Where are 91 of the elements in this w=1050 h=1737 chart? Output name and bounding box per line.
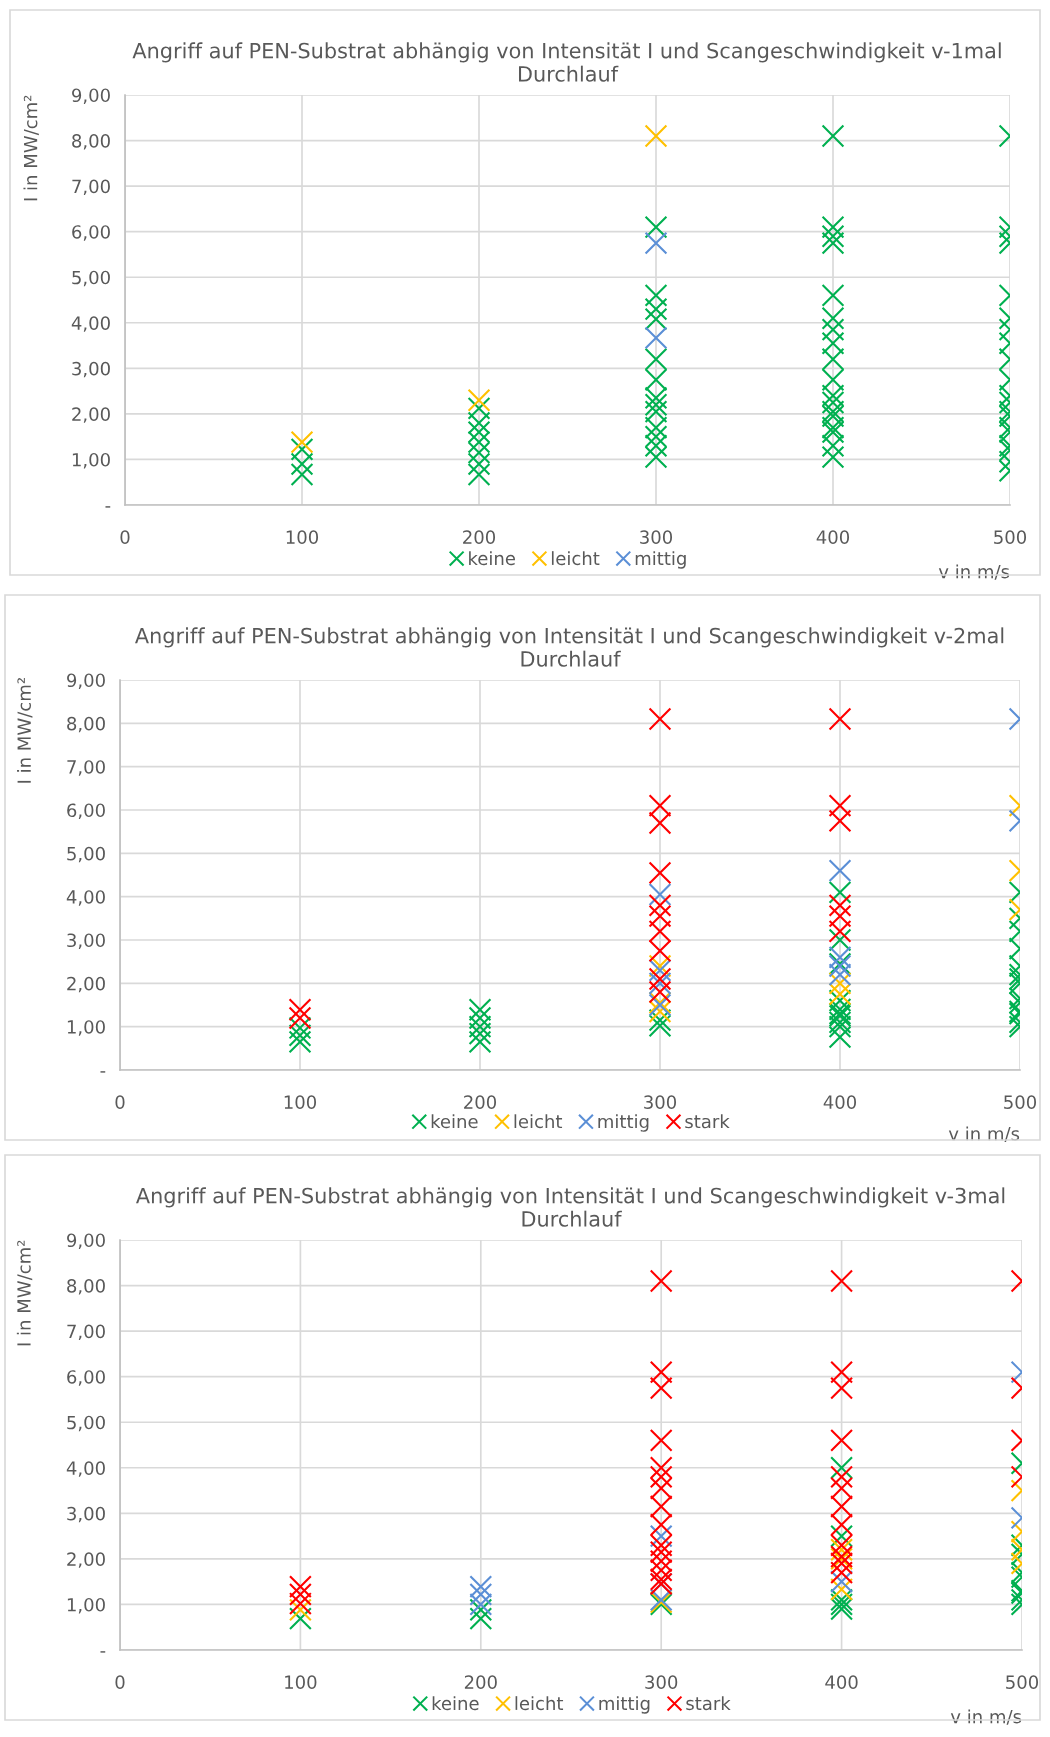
point — [649, 1465, 673, 1489]
legend-label: stark — [685, 1114, 730, 1129]
point — [649, 1549, 673, 1573]
x-tick-label: 0 — [115, 1095, 125, 1109]
point — [469, 1582, 493, 1606]
y-tick-label: 6,00 — [67, 803, 105, 819]
point — [649, 1269, 673, 1293]
point — [290, 430, 314, 454]
x-tick-label: 500 — [1004, 1095, 1037, 1109]
y-tick-label: 3,00 — [67, 1506, 105, 1523]
x-tick-label: 200 — [464, 1675, 497, 1689]
y-tick-label: 4,00 — [66, 1461, 105, 1477]
point — [649, 1524, 673, 1548]
legend-label: leicht — [551, 551, 600, 566]
y-tick-label: 9,00 — [67, 673, 105, 689]
point — [469, 1592, 493, 1616]
y-tick-label: 6,00 — [67, 1370, 105, 1386]
x-tick-label: 400 — [816, 530, 850, 544]
y-tick-label: 8,00 — [67, 716, 105, 733]
legend-label: keine — [431, 1114, 478, 1129]
x-tick-label: 300 — [645, 1675, 678, 1689]
y-tick-label: 5,00 — [72, 270, 110, 287]
point — [649, 1533, 673, 1557]
y-tick-label: 8,00 — [72, 134, 110, 150]
legend-label: mittig — [599, 1696, 650, 1714]
legend-label: keine — [469, 551, 515, 566]
point — [649, 1428, 673, 1452]
x-tick-label: 300 — [640, 530, 673, 544]
y-tick-label: 7,00 — [72, 179, 110, 196]
y-tick-label: - — [100, 1071, 106, 1073]
x-axis-title: v in m/s — [938, 564, 1010, 580]
x-tick-label: 500 — [1006, 1675, 1039, 1689]
y-tick-label: 1,00 — [67, 1020, 105, 1036]
chart-title: Angriff auf PEN-Substrat abhängig von Intensität I und Scangeschwindigkeit v-2mal Durchlauf — [135, 627, 1004, 667]
chart-title: Angriff auf PEN-Substrat abhängig von Intensität I und Scangeschwindigkeit v-1mal Durchlauf — [132, 42, 1001, 82]
y-tick-label: 4,00 — [66, 890, 105, 906]
y-tick-label: - — [105, 506, 111, 508]
y-tick-label: 7,00 — [67, 1324, 105, 1341]
point — [649, 1360, 673, 1384]
y-tick-label: 9,00 — [67, 1233, 105, 1249]
y-tick-label: 8,00 — [67, 1279, 105, 1295]
y-tick-label: 9,00 — [72, 88, 110, 104]
y-axis-title: I in MW/cm² — [23, 95, 39, 201]
x-axis-title: v in m/s — [948, 1126, 1020, 1142]
point — [649, 1513, 673, 1537]
y-tick-label: 3,00 — [67, 933, 105, 949]
point — [649, 1567, 673, 1591]
x-axis-title: v in m/s — [950, 1709, 1022, 1725]
point — [649, 1495, 673, 1518]
y-axis-title: I in MW/cm² — [16, 1240, 33, 1346]
y-tick-label: 3,00 — [72, 361, 110, 378]
x-tick-label: 200 — [463, 530, 496, 544]
y-tick-label: 1,00 — [72, 452, 110, 469]
x-tick-label: 400 — [825, 1675, 858, 1689]
y-tick-label: 4,00 — [71, 316, 110, 332]
y-tick-label: 7,00 — [67, 760, 105, 776]
legend-label: mittig — [635, 551, 686, 569]
point — [644, 231, 668, 255]
x-tick-label: 0 — [115, 1675, 125, 1689]
point — [649, 1476, 673, 1500]
x-tick-label: 100 — [284, 1095, 317, 1109]
point — [644, 124, 668, 148]
point — [649, 1558, 673, 1582]
point — [649, 1540, 673, 1564]
x-tick-label: 100 — [286, 530, 319, 544]
y-tick-label: 2,00 — [67, 1552, 105, 1568]
y-axis-title: I in MW/cm² — [17, 678, 33, 783]
y-tick-label: 2,00 — [72, 407, 110, 423]
point — [644, 326, 668, 350]
legend-label: leicht — [514, 1114, 563, 1129]
point — [469, 1575, 493, 1599]
x-tick-label: 0 — [120, 530, 130, 544]
y-tick-label: 1,00 — [67, 1597, 105, 1614]
y-tick-label: 5,00 — [67, 1415, 105, 1432]
legend-label: keine — [432, 1696, 479, 1711]
y-tick-label: 2,00 — [67, 976, 105, 993]
y-tick-label: 5,00 — [67, 846, 105, 863]
legend-label: mittig — [598, 1114, 649, 1132]
x-tick-label: 100 — [285, 1675, 317, 1689]
x-tick-label: 400 — [823, 1095, 857, 1109]
chart-title: Angriff auf PEN-Substrat abhängig von Intensität I und Scangeschwindigkeit v-3mal Durchlauf — [136, 1187, 1005, 1227]
legend-label: leicht — [515, 1696, 564, 1711]
y-tick-label: - — [100, 1651, 106, 1653]
x-tick-label: 300 — [644, 1095, 677, 1109]
point — [649, 1456, 673, 1480]
point — [649, 1376, 673, 1400]
legend-label: stark — [686, 1696, 731, 1711]
point — [467, 388, 491, 412]
x-tick-label: 500 — [994, 530, 1027, 544]
x-tick-label: 200 — [464, 1095, 497, 1109]
y-tick-label: 6,00 — [72, 225, 110, 241]
